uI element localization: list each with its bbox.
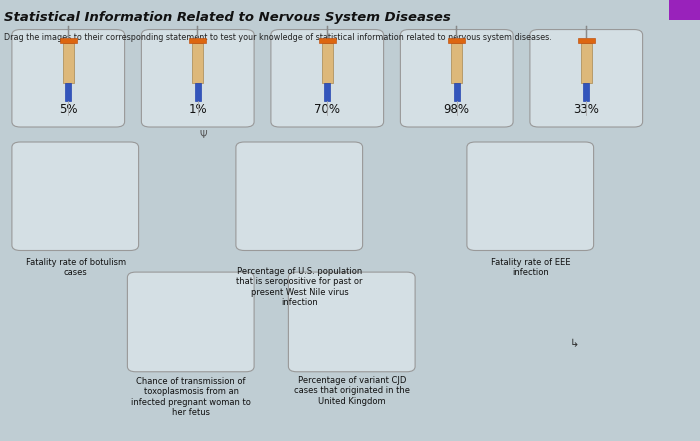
FancyBboxPatch shape <box>141 30 254 127</box>
Text: Chance of transmission of
toxoplasmosis from an
infected pregnant woman to
her f: Chance of transmission of toxoplasmosis … <box>131 377 251 417</box>
Bar <box>583 83 589 101</box>
Text: Ψ: Ψ <box>199 130 206 139</box>
Bar <box>448 38 466 43</box>
Text: 33%: 33% <box>573 103 599 116</box>
FancyBboxPatch shape <box>530 30 643 127</box>
Text: Percentage of U.S. population
that is seropositive for past or
present West Nile: Percentage of U.S. population that is se… <box>237 267 363 307</box>
Text: ↳: ↳ <box>569 339 579 349</box>
FancyBboxPatch shape <box>12 30 125 127</box>
FancyBboxPatch shape <box>127 272 254 372</box>
FancyBboxPatch shape <box>288 272 415 372</box>
FancyBboxPatch shape <box>400 30 513 127</box>
Bar <box>324 83 330 101</box>
Bar <box>318 38 336 43</box>
Bar <box>60 38 77 43</box>
Text: Statistical Information Related to Nervous System Diseases: Statistical Information Related to Nervo… <box>4 11 450 24</box>
Bar <box>65 83 71 101</box>
Text: Drag the images to their corresponding statement to test your knowledge of stati: Drag the images to their corresponding s… <box>4 33 552 42</box>
Bar <box>197 26 198 38</box>
FancyBboxPatch shape <box>271 30 384 127</box>
Text: 1%: 1% <box>188 103 207 116</box>
Text: Fatality rate of EEE
infection: Fatality rate of EEE infection <box>491 258 570 277</box>
FancyBboxPatch shape <box>12 142 139 250</box>
Bar <box>451 43 463 83</box>
Bar <box>454 83 460 101</box>
Text: Fatality rate of botulism
cases: Fatality rate of botulism cases <box>25 258 126 277</box>
Text: 70%: 70% <box>314 103 340 116</box>
Bar <box>668 0 700 20</box>
Bar <box>456 26 457 38</box>
Bar <box>62 43 74 83</box>
Bar <box>327 26 328 38</box>
Text: Percentage of variant CJD
cases that originated in the
United Kingdom: Percentage of variant CJD cases that ori… <box>294 376 410 406</box>
Bar <box>578 38 595 43</box>
Bar <box>586 26 587 38</box>
Bar <box>192 43 204 83</box>
FancyBboxPatch shape <box>467 142 594 250</box>
Bar <box>189 38 206 43</box>
Bar <box>580 43 592 83</box>
FancyBboxPatch shape <box>236 142 363 250</box>
Text: 5%: 5% <box>59 103 78 116</box>
Bar <box>321 43 333 83</box>
Text: 98%: 98% <box>444 103 470 116</box>
Bar <box>68 26 69 38</box>
Bar <box>195 83 201 101</box>
